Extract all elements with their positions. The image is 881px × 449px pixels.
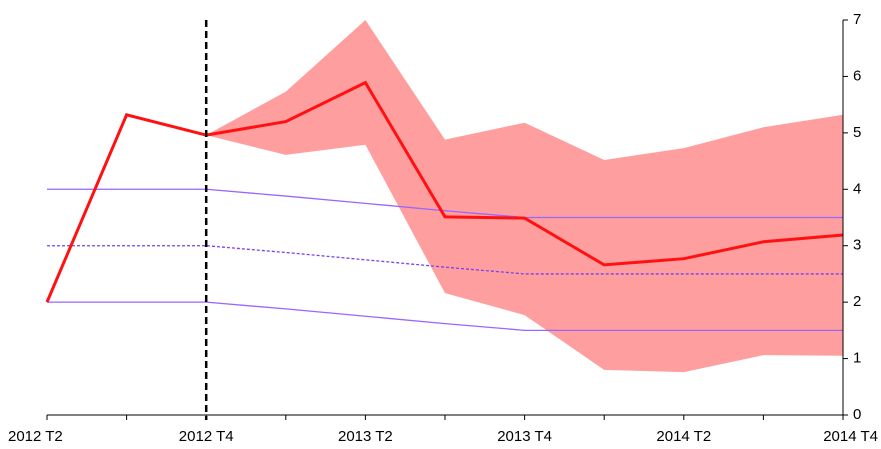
y-tick-label: 6 bbox=[853, 67, 861, 84]
y-tick-label: 4 bbox=[853, 180, 861, 197]
x-tick-label: 2012 T4 bbox=[179, 428, 234, 445]
y-tick-label: 5 bbox=[853, 124, 861, 141]
forecast-band bbox=[206, 20, 843, 373]
x-tick-label: 2014 T2 bbox=[656, 428, 711, 445]
reference-line bbox=[47, 245, 843, 275]
main-line bbox=[45, 80, 844, 303]
reference-line bbox=[47, 188, 843, 219]
x-tick-label: 2012 T2 bbox=[8, 428, 63, 445]
y-tick-label: 1 bbox=[853, 350, 861, 367]
reference-line bbox=[47, 301, 843, 332]
x-tick-label: 2013 T2 bbox=[338, 428, 393, 445]
y-tick-label: 7 bbox=[853, 11, 861, 28]
y-tick-label: 3 bbox=[853, 237, 861, 254]
x-tick-label: 2014 T4 bbox=[823, 428, 878, 445]
y-tick-label: 0 bbox=[853, 406, 861, 423]
y-tick-label: 2 bbox=[853, 293, 861, 310]
x-tick-label: 2013 T4 bbox=[497, 428, 552, 445]
